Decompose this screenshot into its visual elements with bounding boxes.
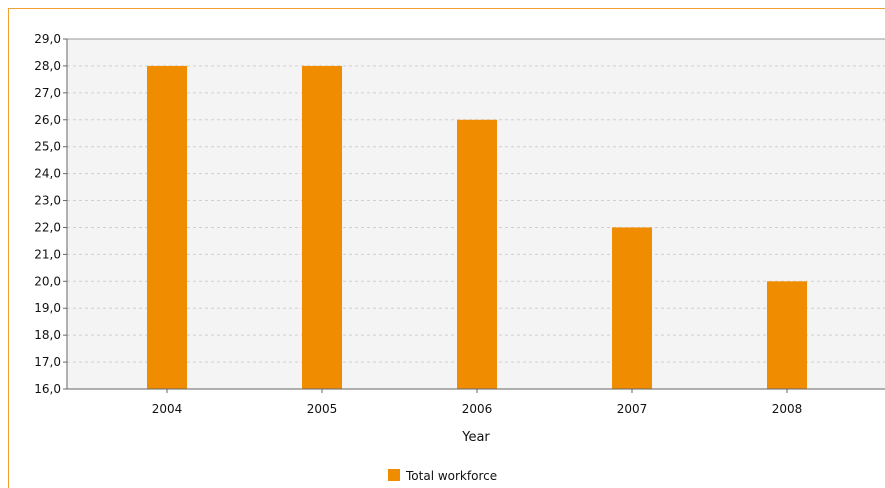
y-tick-label: 23,0 bbox=[34, 194, 61, 208]
x-tick-labels: 2004 2005 2006 2007 2008 bbox=[152, 389, 803, 416]
y-tick-label: 22,0 bbox=[34, 220, 61, 234]
chart-frame bbox=[8, 8, 885, 488]
bars bbox=[147, 65, 807, 390]
x-tick-label: 2007 bbox=[617, 402, 648, 416]
y-tick-label: 26,0 bbox=[34, 113, 61, 127]
y-tick-labels: 16,0 17,0 18,0 19,0 20,0 21,0 22,0 23,0 24,0 25,0… bbox=[34, 32, 67, 396]
y-tick-label: 28,0 bbox=[34, 59, 61, 73]
y-tick-label: 16,0 bbox=[34, 382, 61, 396]
y-tick-label: 18,0 bbox=[34, 328, 61, 342]
y-tick-label: 27,0 bbox=[34, 86, 61, 100]
bar-2006[interactable] bbox=[457, 119, 497, 390]
y-tick-label: 21,0 bbox=[34, 247, 61, 261]
x-tick-label: 2005 bbox=[307, 402, 338, 416]
bar-2007[interactable] bbox=[612, 227, 652, 389]
y-tick-label: 20,0 bbox=[34, 274, 61, 288]
x-tick-label: 2008 bbox=[772, 402, 803, 416]
x-tick-label: 2006 bbox=[462, 402, 493, 416]
x-tick-label: 2004 bbox=[152, 402, 183, 416]
y-tick-label: 24,0 bbox=[34, 167, 61, 181]
y-tick-label: 19,0 bbox=[34, 301, 61, 315]
y-tick-label: 29,0 bbox=[34, 32, 61, 46]
bar-2004[interactable] bbox=[147, 65, 187, 389]
bar-2008[interactable] bbox=[767, 281, 807, 389]
legend: Total workforce bbox=[388, 469, 497, 483]
x-axis-title: Year bbox=[461, 430, 490, 445]
y-tick-label: 25,0 bbox=[34, 140, 61, 154]
y-tick-label: 17,0 bbox=[34, 355, 61, 369]
legend-label: Total workforce bbox=[405, 469, 497, 483]
bar-2005[interactable] bbox=[302, 65, 342, 389]
legend-swatch bbox=[388, 469, 400, 481]
